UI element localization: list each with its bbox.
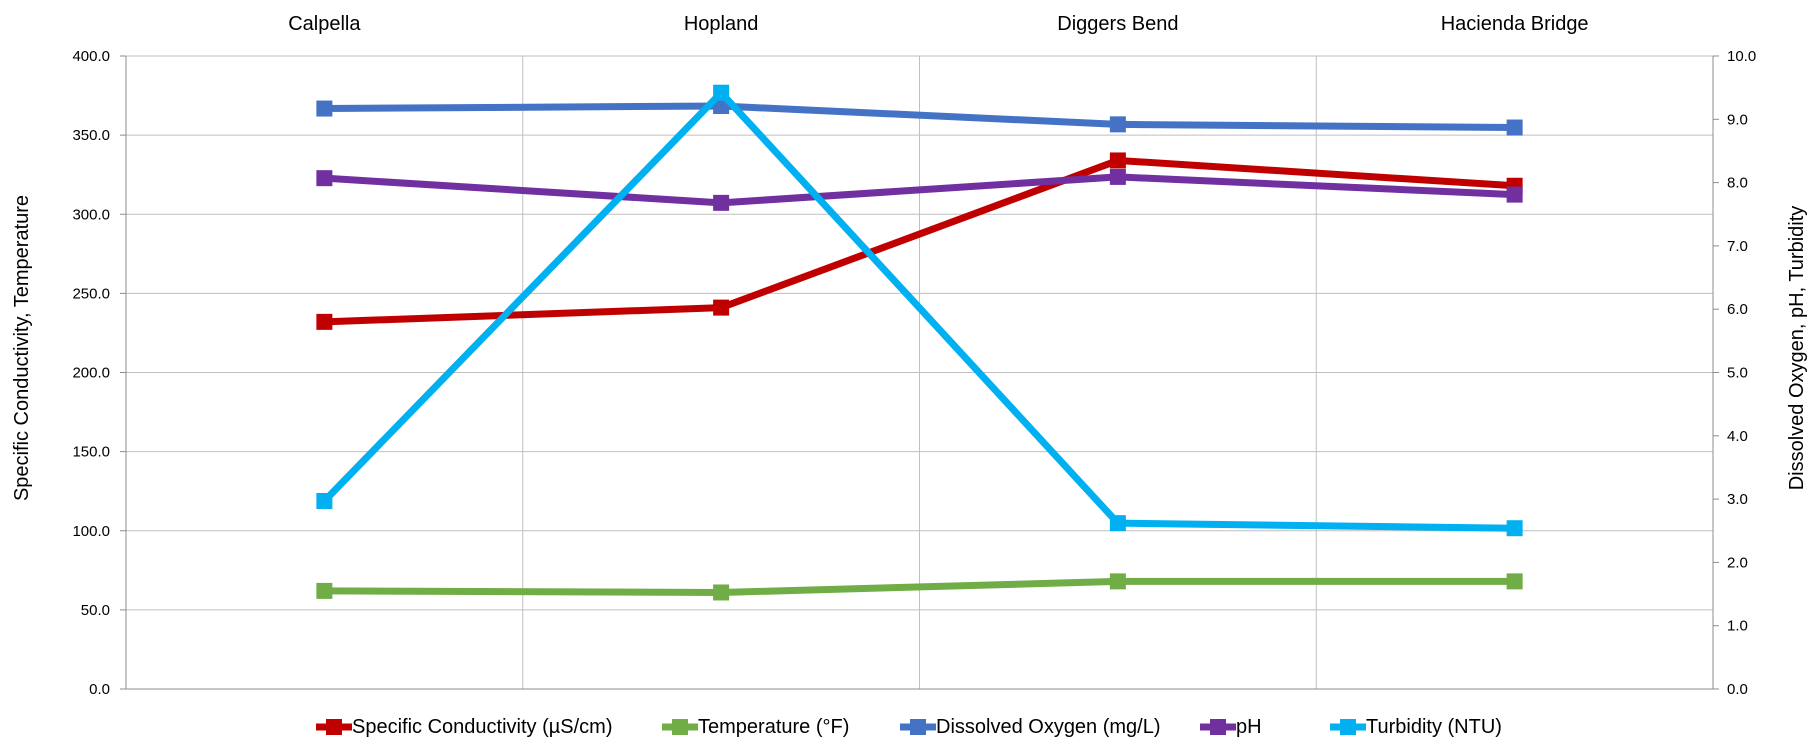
legend-label: pH [1236,716,1262,738]
category-label: Hopland [684,13,759,35]
right-axis-ticks: 0.0 1.0 2.0 3.0 4.0 5.0 6.0 7.0 8.0 9.0 10.0 [1727,48,1756,698]
legend-item: pH [1200,716,1262,738]
legend: Specific Conductivity (µS/cm) Temperature… [316,716,1502,738]
legend-swatch-marker [1210,719,1226,735]
legend-label: Temperature (°F) [698,716,849,738]
data-point [1506,573,1523,590]
left-tick-label: 100.0 [72,523,110,540]
left-tick-label: 150.0 [72,444,110,461]
series-ph [316,168,1523,211]
legend-label: Specific Conductivity (µS/cm) [352,716,612,738]
data-point [1109,573,1126,590]
series-turbidity-ntu [316,84,1523,537]
left-axis-ticks: 0.0 50.0 100.0 150.0 200.0 250.0 300.0 350.0 400… [72,48,110,698]
data-point [1109,152,1126,169]
series-line [320,102,1519,132]
legend-label: Turbidity (NTU) [1366,716,1502,738]
data-point [316,100,333,117]
legend-label: Dissolved Oxygen (mg/L) [936,716,1161,738]
data-point [316,170,333,187]
data-point [316,582,333,599]
legend-swatch-marker [672,719,688,735]
left-tick-label: 200.0 [72,365,110,382]
right-tick-label: 2.0 [1727,554,1748,571]
legend-swatch-marker [910,719,926,735]
series-line [320,89,1519,532]
data-point [1506,186,1523,203]
right-tick-label: 4.0 [1727,428,1748,445]
right-axis-title: Dissolved Oxygen, pH, Turbidity [1786,206,1808,491]
right-tick-label: 10.0 [1727,48,1756,65]
legend-swatch-marker [326,719,342,735]
left-tick-label: 300.0 [72,206,110,223]
data-point [316,492,333,509]
legend-item: Dissolved Oxygen (mg/L) [900,716,1161,738]
data-point [1109,515,1126,532]
category-label: Calpella [288,13,361,35]
right-tick-label: 7.0 [1727,238,1748,255]
series-temperature-f [316,573,1523,601]
data-point [316,313,333,330]
category-label: Hacienda Bridge [1441,13,1589,35]
data-point [1109,168,1126,185]
data-point [1506,119,1523,136]
series-dissolved-oxygen-mg-l [316,98,1523,136]
left-tick-label: 250.0 [72,285,110,302]
left-tick-label: 50.0 [81,602,110,619]
legend-swatch-marker [1340,719,1356,735]
legend-item: Temperature (°F) [662,716,849,738]
series-line [320,577,1519,596]
data-point [713,194,730,211]
data-point [713,584,730,601]
right-tick-label: 5.0 [1727,365,1748,382]
series-lines [316,84,1523,601]
right-tick-label: 3.0 [1727,491,1748,508]
category-labels: Calpella Hopland Diggers Bend Hacienda Brid… [288,13,1588,35]
category-label: Diggers Bend [1057,13,1178,35]
left-tick-label: 0.0 [89,681,110,698]
right-tick-label: 0.0 [1727,681,1748,698]
left-tick-label: 400.0 [72,48,110,65]
legend-item: Specific Conductivity (µS/cm) [316,716,612,738]
grid [120,55,1719,690]
data-point [713,299,730,316]
data-point [1109,116,1126,133]
data-point [1506,520,1523,537]
right-tick-label: 6.0 [1727,301,1748,318]
series-line [320,156,1519,326]
left-tick-label: 350.0 [72,127,110,144]
right-tick-label: 1.0 [1727,618,1748,635]
data-point [713,84,730,101]
right-tick-label: 8.0 [1727,175,1748,192]
left-axis-title: Specific Conductivity, Temperature [11,195,33,501]
right-tick-label: 9.0 [1727,111,1748,128]
legend-item: Turbidity (NTU) [1330,716,1502,738]
series-line [320,173,1519,207]
